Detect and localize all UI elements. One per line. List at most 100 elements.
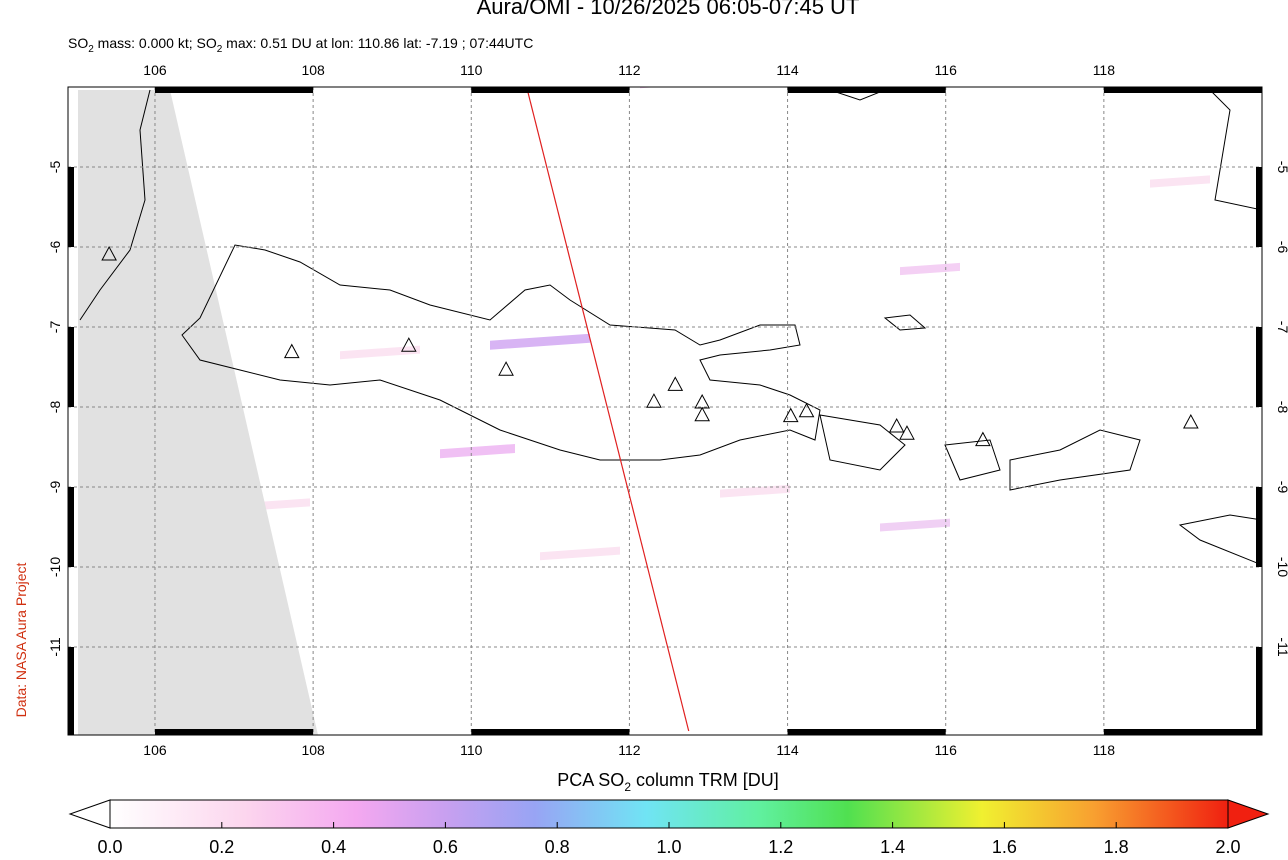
coast-lombok <box>944 439 1001 481</box>
subscript: 2 <box>217 44 223 55</box>
frame-bar <box>68 167 74 247</box>
frame-bar <box>1256 167 1262 247</box>
volcano <box>899 425 915 440</box>
lon-tick-label: 106 <box>143 62 167 78</box>
frame-bar <box>68 647 74 735</box>
credit: Data: NASA Aura Project <box>13 562 29 717</box>
lat-tick-label: -5 <box>1275 161 1288 174</box>
volcano <box>1182 413 1199 429</box>
lat-tick-label: -6 <box>1275 241 1288 254</box>
colorbar-tick-label: 1.0 <box>656 837 681 855</box>
colorbar-label-part: column TRM [DU] <box>631 770 779 790</box>
lat-tick-label: -7 <box>47 321 63 334</box>
frame-bar <box>1256 327 1262 407</box>
lat-tick-label: -11 <box>1275 637 1288 656</box>
map-overlay <box>68 87 1262 735</box>
lat-tick-label: -8 <box>47 401 63 414</box>
colorbar-tick-label: 0.6 <box>433 837 458 855</box>
colorbar-tick-label: 2.0 <box>1215 837 1240 855</box>
lon-tick-label: 116 <box>935 742 958 758</box>
frame-bar <box>787 729 946 735</box>
subtitle-part: mass: 0.000 kt; SO <box>94 35 217 51</box>
frame-bar <box>1256 647 1262 735</box>
coast-kalimantan <box>1209 89 1262 211</box>
lon-tick-label: 110 <box>460 62 483 78</box>
pixel <box>880 518 950 532</box>
lat-tick-label: -7 <box>1275 321 1288 334</box>
lon-tick-label: 112 <box>618 62 641 78</box>
frame-bar <box>154 87 314 93</box>
orbit-track <box>526 87 690 732</box>
pixel <box>540 546 620 561</box>
volcano <box>975 431 991 447</box>
colorbar-tick-label: 1.8 <box>1104 837 1129 855</box>
volcano <box>400 337 417 352</box>
map-frame <box>67 86 1263 736</box>
pixel <box>490 333 590 350</box>
frame-bar <box>1103 87 1262 93</box>
subscript: 2 <box>624 780 631 794</box>
volcano <box>888 417 905 433</box>
lon-tick-label: 110 <box>460 742 483 758</box>
lon-tick-label: 112 <box>618 742 641 758</box>
subtitle-part: SO <box>68 35 88 51</box>
frame-bar <box>154 729 314 735</box>
lon-tick-label: 114 <box>776 742 799 758</box>
coast-sumba <box>1178 514 1262 566</box>
volcano <box>798 402 815 418</box>
coast-sumbawa <box>1009 429 1141 491</box>
lat-tick-label: -10 <box>47 557 63 577</box>
colorbar-label: PCA SO2 column TRM [DU] <box>557 770 778 794</box>
frame-bar <box>68 487 74 567</box>
colorbar-tick-label: 0.4 <box>321 837 346 855</box>
colorbar-label-part: PCA SO <box>557 770 624 790</box>
lat-tick-label: -11 <box>47 637 63 656</box>
lat-tick-label: -6 <box>47 241 63 254</box>
frame-bar <box>1103 729 1262 735</box>
lon-tick-label: 118 <box>1093 742 1116 758</box>
frame-bar <box>471 87 630 93</box>
colorbar-tick-label: 0.2 <box>209 837 234 855</box>
colorbar-low-arrow <box>68 799 111 829</box>
subtitle: SO2 mass: 0.000 kt; SO2 max: 0.51 DU at … <box>68 35 533 55</box>
no-data-region <box>78 90 318 735</box>
lat-tick-label: -8 <box>1275 401 1288 414</box>
volcano <box>283 343 300 359</box>
lat-tick-label: -9 <box>47 481 63 494</box>
colorbar-tick-label: 0.0 <box>97 837 122 855</box>
subtitle-part: max: 0.51 DU at lon: 110.86 lat: -7.19 ;… <box>222 35 533 51</box>
lat-tick-label: -5 <box>47 161 63 174</box>
subscript: 2 <box>88 44 94 55</box>
lon-tick-label: 108 <box>301 742 325 758</box>
volcano <box>646 393 662 408</box>
colorbar-high-arrow <box>1227 799 1270 829</box>
coast-bali <box>819 414 906 471</box>
pixel <box>340 345 420 360</box>
colorbar-tick-label: 0.8 <box>545 837 570 855</box>
frame-bar <box>471 729 630 735</box>
frame-bar <box>68 327 74 407</box>
volcano <box>667 376 684 391</box>
frame-bar <box>1256 487 1262 567</box>
map-area <box>68 87 1262 735</box>
lon-tick-label: 106 <box>143 742 167 758</box>
pixel <box>720 484 790 498</box>
volcano <box>782 407 799 423</box>
pixel <box>440 443 515 459</box>
lon-tick-label: 118 <box>1093 62 1116 78</box>
coast-java <box>181 244 821 461</box>
lon-tick-label: 116 <box>935 62 958 78</box>
lon-tick-label: 114 <box>776 62 799 78</box>
volcano <box>101 245 117 261</box>
pixels <box>250 87 1210 561</box>
colorbar-tick-label: 1.4 <box>880 837 905 855</box>
pixel <box>640 87 725 89</box>
pixel <box>900 262 960 276</box>
lat-tick-label: -10 <box>1275 557 1288 577</box>
title: Aura/OMI - 10/26/2025 06:05-07:45 UT <box>477 0 860 19</box>
coast-island <box>883 314 927 331</box>
coast-sumatra <box>79 89 151 321</box>
colorbar-tick-label: 1.2 <box>768 837 793 855</box>
lon-tick-label: 108 <box>301 62 325 78</box>
